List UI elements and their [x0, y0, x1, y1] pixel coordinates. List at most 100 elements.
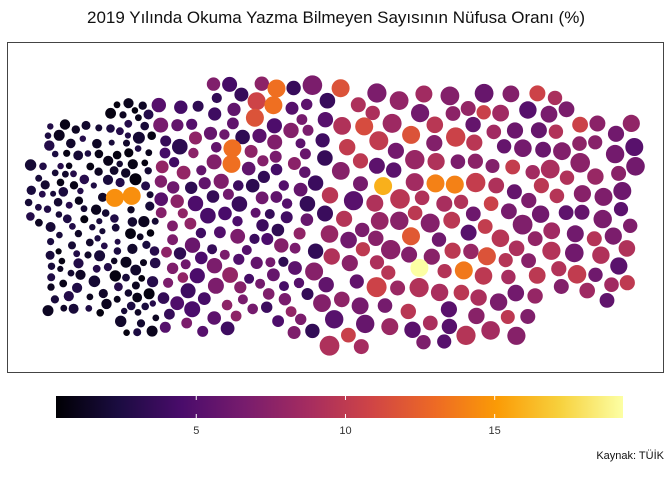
province-bubble [112, 150, 122, 160]
province-bubble [174, 100, 188, 114]
province-bubble [353, 339, 369, 355]
province-bubble [140, 259, 147, 267]
province-bubble [170, 194, 184, 208]
province-bubble [400, 303, 416, 320]
province-bubble [123, 98, 134, 109]
province-bubble [132, 292, 143, 303]
province-bubble [47, 283, 55, 291]
province-bubble [163, 277, 174, 288]
province-bubble [111, 223, 120, 232]
province-bubble [593, 209, 612, 229]
province-bubble [58, 257, 66, 265]
province-bubble [301, 98, 313, 111]
province-bubble [507, 326, 526, 345]
province-bubble [233, 180, 244, 191]
province-bubble [437, 334, 452, 349]
province-bubble [149, 257, 161, 269]
province-bubble [289, 242, 301, 254]
province-bubble [96, 309, 104, 317]
province-bubble [73, 250, 81, 258]
province-bubble [313, 294, 331, 312]
province-bubble [331, 162, 350, 180]
province-bubble [443, 211, 461, 229]
province-bubble [317, 205, 333, 222]
province-bubble [142, 240, 151, 249]
province-bubble [125, 228, 136, 240]
province-bubble [549, 188, 565, 204]
province-bubble [572, 116, 588, 133]
province-bubble [401, 246, 418, 263]
province-bubble [135, 114, 142, 122]
province-bubble [44, 140, 55, 151]
province-bubble [60, 304, 68, 312]
province-bubble [551, 261, 567, 277]
province-bubble [131, 281, 140, 290]
province-bubble [184, 217, 197, 230]
province-bubble [68, 241, 76, 250]
province-bubble [512, 214, 533, 235]
province-bubble [622, 114, 640, 132]
province-bubble [154, 175, 168, 188]
province-bubble [305, 323, 320, 339]
province-bubble [368, 230, 384, 246]
province-bubble [92, 138, 102, 149]
province-bubble [86, 293, 94, 301]
province-bubble [232, 216, 243, 227]
province-bubble [618, 240, 636, 257]
province-bubble [66, 138, 76, 149]
province-bubble [286, 80, 301, 96]
province-bubble [267, 268, 280, 282]
province-bubble [579, 282, 595, 299]
province-bubble [262, 288, 275, 300]
province-bubble [264, 96, 283, 115]
province-bubble [415, 85, 433, 103]
province-bubble [218, 206, 232, 221]
province-bubble [146, 325, 158, 337]
province-bubble [256, 219, 269, 232]
province-bubble [231, 196, 248, 212]
province-bubble [351, 297, 369, 315]
province-bubble [474, 83, 494, 103]
province-bubble [237, 294, 248, 305]
province-bubble [102, 174, 114, 185]
province-bubble [40, 180, 50, 190]
province-bubble [565, 243, 584, 263]
province-bubble [356, 314, 375, 334]
province-bubble [77, 187, 84, 195]
province-bubble [317, 112, 334, 128]
province-bubble [436, 195, 453, 212]
province-bubble [440, 86, 460, 106]
province-bubble [465, 116, 481, 133]
province-bubble [146, 229, 155, 237]
province-bubble [184, 237, 201, 253]
province-bubble [278, 293, 292, 306]
province-bubble [57, 265, 64, 272]
province-bubble [26, 212, 35, 221]
province-bubble [587, 168, 604, 185]
province-bubble [71, 125, 80, 134]
province-bubble [138, 101, 147, 110]
province-bubble [95, 124, 103, 132]
province-bubble [270, 191, 283, 203]
province-bubble [476, 105, 491, 120]
province-bubble [207, 244, 218, 255]
province-bubble [287, 326, 301, 339]
province-bubble [149, 246, 160, 256]
province-bubble [296, 114, 308, 125]
province-bubble [79, 174, 90, 185]
province-bubble [285, 306, 297, 317]
province-bubble [127, 159, 138, 170]
province-bubble [108, 139, 115, 146]
province-bubble [252, 128, 267, 143]
province-bubble [168, 157, 180, 168]
province-bubble [386, 162, 402, 178]
province-bubble [610, 257, 628, 275]
province-bubble [440, 301, 457, 318]
province-bubble [206, 258, 223, 274]
province-bubble [26, 185, 36, 195]
province-bubble [144, 167, 152, 175]
province-bubble [65, 201, 73, 209]
bubble-map [24, 75, 645, 356]
province-bubble [24, 198, 33, 207]
province-bubble [426, 135, 443, 152]
